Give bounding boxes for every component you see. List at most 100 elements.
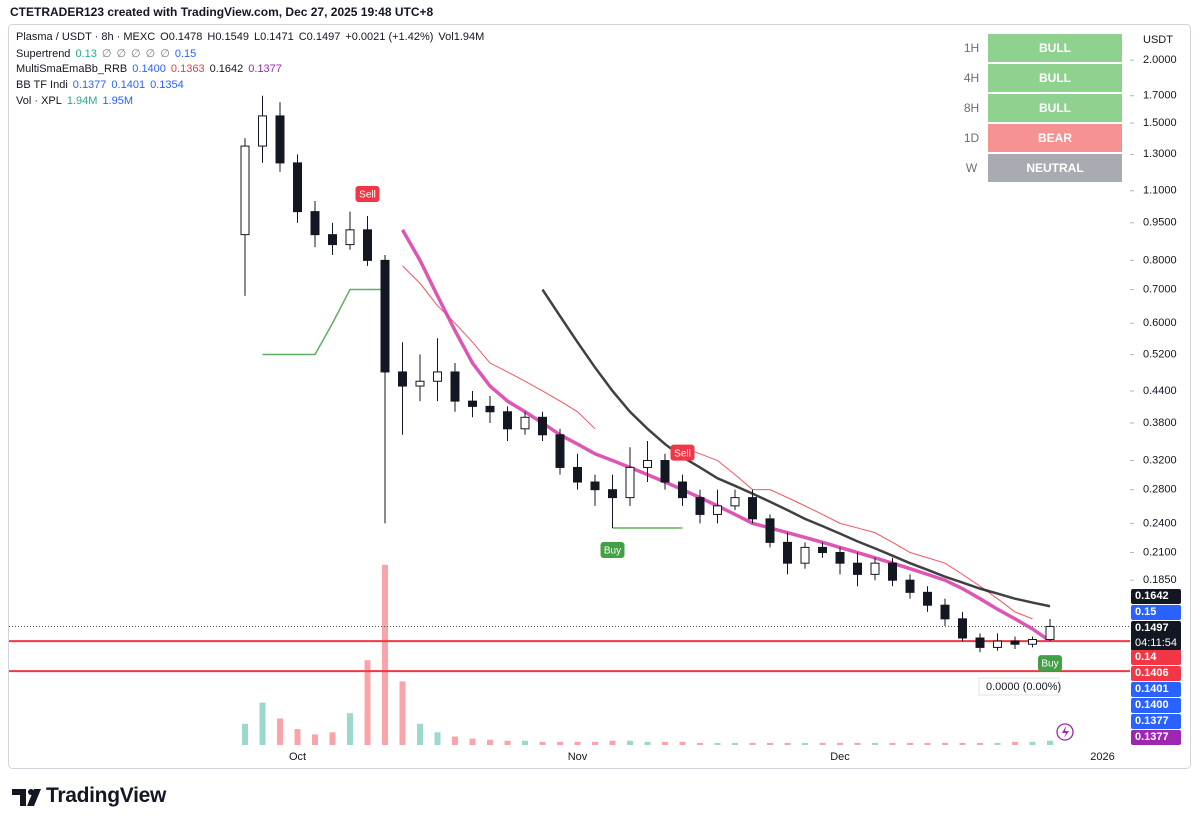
mtf-row: W NEUTRAL bbox=[955, 153, 1122, 183]
volume-bar bbox=[837, 742, 843, 745]
legend-name: Supertrend bbox=[16, 48, 71, 60]
indicator-line bbox=[400, 228, 1051, 643]
volume-bar bbox=[557, 741, 563, 745]
candle-body bbox=[660, 460, 670, 483]
legend-name: Vol · XPL bbox=[16, 95, 62, 107]
volume-bar bbox=[329, 732, 336, 745]
candle-body bbox=[415, 380, 425, 387]
legend-value: ∅ bbox=[101, 48, 112, 60]
y-tick-label: 1.5000 bbox=[1143, 117, 1177, 129]
y-tick-label: 1.7000 bbox=[1143, 90, 1177, 102]
y-tick-label: 0.6000 bbox=[1143, 317, 1177, 329]
volume-bar bbox=[347, 713, 353, 745]
volume-bar bbox=[399, 681, 406, 745]
x-tick-label: 2026 bbox=[1090, 751, 1114, 763]
x-tick-label: Nov bbox=[568, 751, 588, 763]
tradingview-logo bbox=[12, 789, 41, 806]
signal-box bbox=[1038, 655, 1062, 672]
indicator-line bbox=[541, 288, 1051, 608]
volume-bar bbox=[977, 742, 983, 745]
volume-bar bbox=[784, 742, 791, 745]
axis-unit: USDT bbox=[1143, 34, 1173, 46]
legend-row: Plasma / USDT · 8h · MEXC O0.1478 H0.1549 L… bbox=[16, 31, 489, 43]
legend-value: 0.1377 bbox=[248, 63, 282, 75]
y-tick-label: 0.4400 bbox=[1143, 385, 1177, 397]
indicator-line bbox=[262, 288, 385, 356]
legend-value: 1.94M bbox=[66, 95, 98, 107]
x-tick-label: Oct bbox=[289, 751, 306, 763]
candle-body bbox=[870, 562, 880, 575]
candle-body bbox=[450, 371, 460, 402]
volume-bar bbox=[1012, 741, 1018, 745]
header-title: CTETRADER123 created with TradingView.co… bbox=[10, 5, 434, 19]
mtf-timeframe: 4H bbox=[955, 63, 988, 93]
y-tick-label: 0.3800 bbox=[1143, 417, 1177, 429]
legend-value: C0.1497 bbox=[298, 31, 341, 43]
candle-body bbox=[958, 618, 967, 639]
legend-value: 0.1377 bbox=[72, 79, 107, 91]
mtf-timeframe: 8H bbox=[955, 93, 988, 123]
candle-body bbox=[1010, 640, 1020, 645]
volume-bar bbox=[504, 740, 511, 745]
volume-bar bbox=[382, 564, 388, 745]
volume-bar bbox=[819, 742, 826, 745]
candle-body bbox=[730, 497, 740, 507]
candle-body bbox=[713, 505, 722, 515]
candle-body bbox=[888, 562, 897, 581]
volume-bar bbox=[1029, 741, 1036, 745]
lightning-icon[interactable] bbox=[1056, 723, 1074, 741]
candle-body bbox=[1045, 625, 1055, 641]
volume-bar bbox=[294, 729, 301, 745]
candle-body bbox=[573, 466, 582, 483]
candle-body bbox=[293, 162, 302, 213]
mtf-row: 8H BULL bbox=[955, 93, 1122, 123]
candle-body bbox=[398, 371, 407, 387]
candle-body bbox=[993, 640, 1002, 648]
mtf-state: BULL bbox=[988, 64, 1122, 92]
legend-value: 0.1354 bbox=[150, 79, 184, 91]
volume-bar bbox=[469, 738, 476, 745]
volume-bar bbox=[802, 742, 808, 745]
volume-bar bbox=[749, 742, 756, 745]
y-tick-label: 1.1000 bbox=[1143, 185, 1177, 197]
candle-body bbox=[643, 460, 652, 468]
volume-bar bbox=[364, 660, 371, 745]
volume-bar bbox=[434, 732, 441, 745]
candle-body bbox=[853, 562, 862, 575]
price-tag: 0.15 bbox=[1131, 605, 1181, 620]
candle-body bbox=[695, 497, 705, 515]
legend-value: 0.15 bbox=[174, 48, 197, 60]
mtf-state: NEUTRAL bbox=[988, 154, 1122, 182]
legend-value: ∅ bbox=[131, 48, 141, 60]
candle-body bbox=[310, 211, 320, 236]
candle-body bbox=[765, 518, 775, 543]
price-tag: 0.1497 04:11:54 bbox=[1131, 621, 1181, 651]
legend-value: 0.1642 bbox=[209, 63, 244, 75]
volume-bar bbox=[679, 741, 686, 745]
price-tag: 0.1401 bbox=[1131, 682, 1181, 697]
candle-body bbox=[433, 371, 442, 382]
volume-bar bbox=[259, 702, 266, 745]
candle-body bbox=[380, 259, 390, 373]
candle-body bbox=[923, 591, 932, 606]
candle-body bbox=[678, 481, 687, 499]
volume-bar bbox=[959, 742, 966, 745]
volume-bar bbox=[662, 741, 668, 745]
volume-bar bbox=[627, 740, 633, 745]
y-tick-label: 0.1850 bbox=[1143, 574, 1177, 586]
volume-bar bbox=[907, 742, 913, 745]
signal-box bbox=[670, 444, 695, 461]
legend-name: Plasma / USDT · 8h · MEXC bbox=[16, 31, 156, 43]
candle-body bbox=[468, 400, 477, 407]
candle-body bbox=[835, 552, 845, 564]
volume-bar bbox=[924, 742, 931, 745]
candle-body bbox=[818, 546, 827, 554]
candle-body bbox=[975, 637, 985, 648]
volume-bar bbox=[1047, 740, 1053, 745]
candle-body bbox=[608, 489, 617, 499]
candle-body bbox=[485, 405, 495, 413]
legend-value: +0.0021 (+1.42%) bbox=[345, 31, 434, 43]
legend-value: O0.1478 bbox=[160, 31, 203, 43]
